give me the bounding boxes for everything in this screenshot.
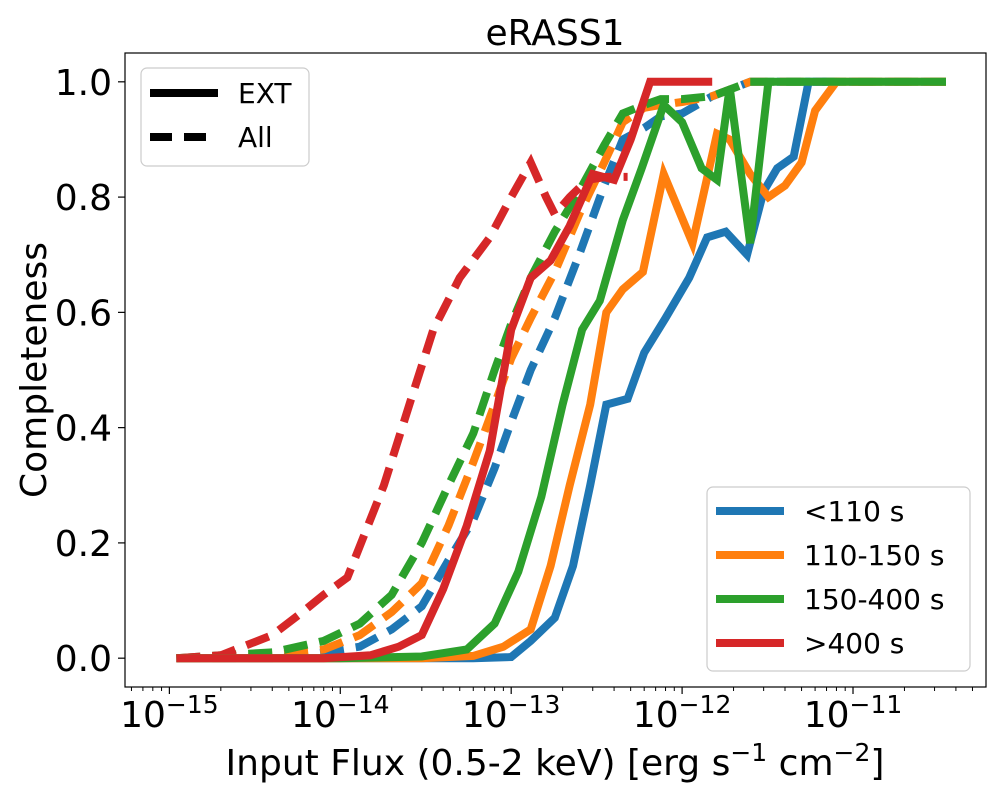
x-tick-base: 10 bbox=[804, 695, 850, 736]
x-tick-base: 10 bbox=[633, 695, 679, 736]
x-tick-label: 10−14 bbox=[291, 690, 390, 736]
y-tick-label: 0.6 bbox=[55, 293, 112, 334]
color-legend-label: 110-150 s bbox=[804, 539, 944, 572]
y-tick-label: 0.0 bbox=[55, 639, 112, 680]
series-line-ext-5 bbox=[176, 77, 946, 663]
series-line-all-2 bbox=[176, 77, 946, 663]
x-tick-exponent: −13 bbox=[508, 690, 561, 719]
x-axis-label-mid: cm bbox=[767, 743, 833, 784]
x-tick-exponent: −12 bbox=[679, 690, 732, 719]
y-axis-label: Completeness bbox=[14, 242, 55, 498]
color-legend: <110 s 110-150 s 150-400 s >400 s bbox=[706, 486, 971, 672]
x-tick-base: 10 bbox=[120, 695, 166, 736]
x-axis-label-exp1: −1 bbox=[730, 738, 767, 767]
y-tick-label: 0.4 bbox=[55, 409, 112, 450]
x-tick-exponent: −11 bbox=[850, 690, 903, 719]
x-tick-label: 10−13 bbox=[462, 690, 561, 736]
style-legend-label: EXT bbox=[238, 77, 292, 110]
series-layer bbox=[176, 77, 946, 663]
x-axis-label-end: ] bbox=[870, 743, 884, 784]
y-tick-label: 0.2 bbox=[55, 524, 112, 565]
x-axis-ticks: 10−15 10−14 10−13 10−12 10−11 bbox=[120, 687, 973, 736]
style-legend-label: All bbox=[238, 121, 273, 154]
x-tick-label: 10−11 bbox=[804, 690, 903, 736]
chart-title: eRASS1 bbox=[486, 13, 625, 54]
x-tick-exponent: −15 bbox=[166, 690, 219, 719]
y-axis-ticks: 0.0 0.2 0.4 0.6 0.8 1.0 bbox=[55, 63, 125, 680]
x-tick-base: 10 bbox=[462, 695, 508, 736]
x-tick-exponent: −14 bbox=[337, 690, 390, 719]
x-axis-label: Input Flux (0.5-2 keV) [erg s−1 cm−2] bbox=[226, 738, 885, 784]
color-legend-label: 150-400 s bbox=[804, 583, 944, 616]
style-legend: EXT All bbox=[140, 67, 310, 167]
series-line-ext-4 bbox=[176, 77, 827, 663]
y-tick-label: 0.8 bbox=[55, 178, 112, 219]
x-tick-label: 10−15 bbox=[120, 690, 219, 736]
x-axis-label-exp2: −2 bbox=[834, 738, 871, 767]
color-legend-label: >400 s bbox=[804, 627, 904, 660]
x-axis-label-main: Input Flux (0.5-2 keV) [erg s bbox=[226, 743, 731, 784]
series-line-ext-6 bbox=[176, 77, 946, 663]
plot-frame bbox=[124, 52, 987, 688]
color-legend-label: <110 s bbox=[804, 495, 904, 528]
series-line-all-3 bbox=[176, 153, 628, 663]
series-line-ext-7 bbox=[176, 77, 713, 663]
series-line-all-1 bbox=[176, 77, 946, 663]
x-tick-label: 10−12 bbox=[633, 690, 732, 736]
color-legend-frame bbox=[706, 486, 971, 672]
y-tick-label: 1.0 bbox=[55, 63, 112, 104]
x-tick-base: 10 bbox=[291, 695, 337, 736]
